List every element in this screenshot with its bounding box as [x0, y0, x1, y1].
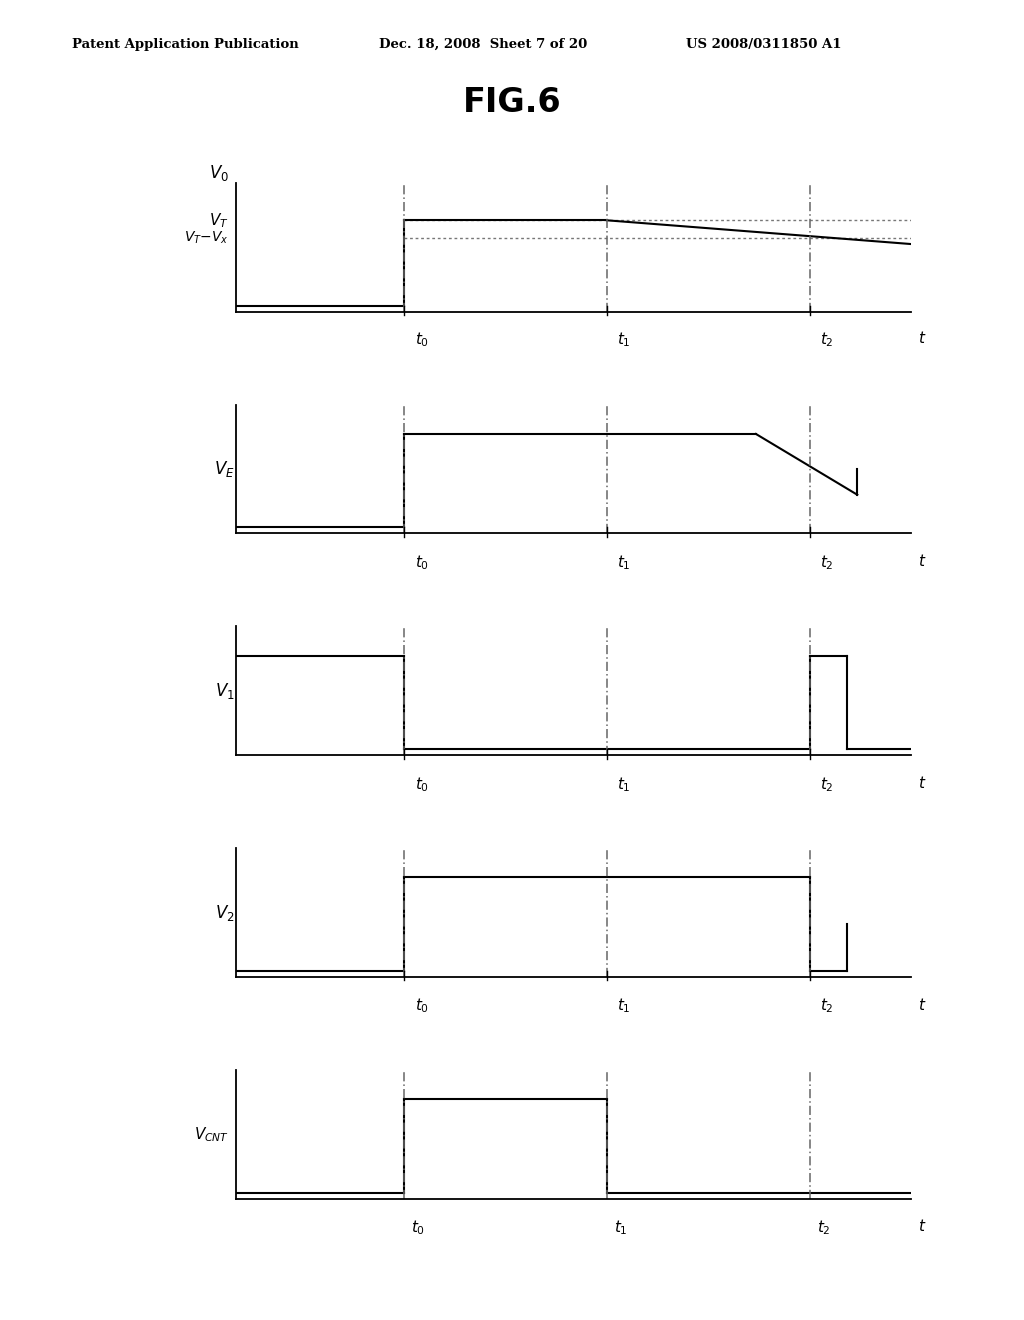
Text: US 2008/0311850 A1: US 2008/0311850 A1 — [686, 38, 842, 51]
Y-axis label: $V_1$: $V_1$ — [215, 681, 234, 701]
Text: $t_0$: $t_0$ — [415, 997, 429, 1015]
Text: $t$: $t$ — [919, 330, 927, 346]
Text: $t$: $t$ — [919, 997, 927, 1012]
Text: $t_2$: $t_2$ — [820, 775, 834, 793]
Text: $V_T$$-$$V_x$: $V_T$$-$$V_x$ — [184, 230, 228, 246]
Text: $V_T$: $V_T$ — [209, 211, 228, 230]
Text: $t_0$: $t_0$ — [415, 553, 429, 572]
Text: $t_1$: $t_1$ — [617, 775, 631, 793]
Y-axis label: $V_E$: $V_E$ — [214, 459, 234, 479]
Text: $t_2$: $t_2$ — [820, 553, 834, 572]
Text: $V_0$: $V_0$ — [209, 162, 228, 182]
Text: $t_0$: $t_0$ — [415, 775, 429, 793]
Text: $t_2$: $t_2$ — [817, 1218, 830, 1237]
Text: $t_0$: $t_0$ — [415, 330, 429, 348]
Text: $t_0$: $t_0$ — [412, 1218, 425, 1237]
Text: $t_1$: $t_1$ — [617, 330, 631, 348]
Text: $t$: $t$ — [919, 1218, 927, 1234]
Text: $t$: $t$ — [919, 775, 927, 791]
Text: $t_1$: $t_1$ — [614, 1218, 628, 1237]
Text: FIG.6: FIG.6 — [463, 86, 561, 119]
Text: $t_1$: $t_1$ — [617, 553, 631, 572]
Text: $t$: $t$ — [919, 553, 927, 569]
Y-axis label: $V_2$: $V_2$ — [215, 903, 234, 923]
Text: Patent Application Publication: Patent Application Publication — [72, 38, 298, 51]
Text: $t_1$: $t_1$ — [617, 997, 631, 1015]
Text: $t_2$: $t_2$ — [820, 997, 834, 1015]
Text: $t_2$: $t_2$ — [820, 330, 834, 348]
Text: Dec. 18, 2008  Sheet 7 of 20: Dec. 18, 2008 Sheet 7 of 20 — [379, 38, 587, 51]
Text: $V_{CNT}$: $V_{CNT}$ — [194, 1125, 228, 1143]
